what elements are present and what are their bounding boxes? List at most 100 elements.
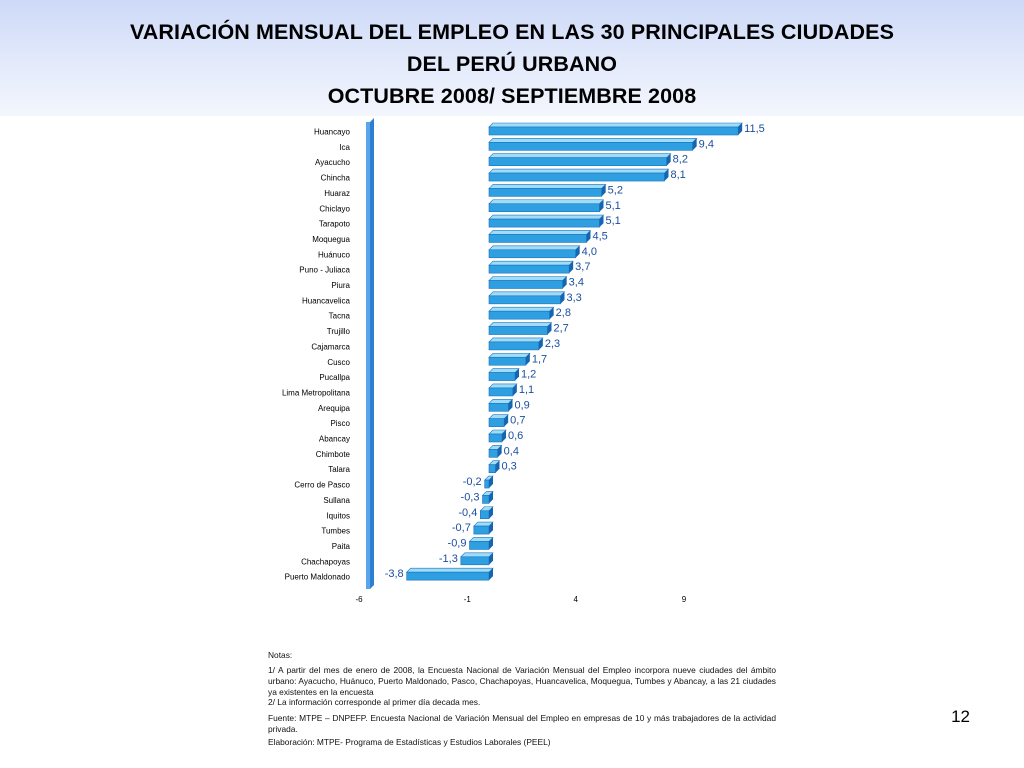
- bar-top: [488, 337, 544, 343]
- category-label: Sullana: [323, 496, 350, 505]
- bar-side: [738, 123, 743, 135]
- category-label: Huancayo: [314, 128, 351, 137]
- bar-side: [599, 215, 604, 228]
- value-label: 1,1: [519, 384, 534, 396]
- category-label: Moquegua: [312, 235, 350, 244]
- bar-side: [569, 261, 574, 274]
- bar-side: [692, 138, 697, 151]
- title-line-2: DEL PERÚ URBANO: [406, 52, 618, 76]
- value-label: 8,1: [671, 169, 686, 181]
- value-label: 5,2: [608, 184, 623, 196]
- bar-side: [515, 368, 519, 381]
- bar-side: [489, 522, 493, 535]
- note-2: 2/ La información corresponde al primer …: [268, 697, 481, 707]
- bar-top: [488, 230, 592, 235]
- bar-side: [512, 383, 517, 396]
- bar-side: [489, 537, 493, 550]
- value-label: -1,3: [439, 553, 458, 565]
- bar-top: [488, 138, 698, 143]
- bar-side: [547, 322, 552, 335]
- bar-top: [488, 245, 581, 251]
- value-label: 0,3: [502, 461, 517, 473]
- bar: [488, 402, 509, 412]
- category-label: Lima Metropolitana: [282, 388, 351, 397]
- bar-top: [488, 153, 672, 158]
- bar-side: [560, 291, 565, 304]
- source-note: Fuente: MTPE – DNPEFP. Encuesta Nacional…: [268, 713, 776, 734]
- bar-top: [460, 552, 494, 558]
- bar: [488, 372, 516, 381]
- value-label: -0,2: [463, 476, 482, 488]
- bar: [488, 418, 505, 427]
- bar-top: [488, 398, 514, 404]
- category-label: Huaraz: [324, 189, 350, 198]
- category-label: Pucallpa: [319, 373, 350, 382]
- bar-top: [488, 352, 531, 358]
- value-label: 2,8: [556, 307, 571, 319]
- bar: [488, 188, 602, 197]
- bar-side: [538, 337, 543, 350]
- bar-side: [508, 399, 513, 412]
- value-label: 9,4: [699, 138, 714, 150]
- bar: [488, 249, 576, 259]
- bar: [488, 433, 503, 443]
- category-label: Chimbote: [316, 450, 351, 459]
- category-label: Puerto Maldonado: [285, 573, 351, 582]
- bar-side: [489, 568, 493, 581]
- category-label: Ica: [339, 143, 350, 152]
- bar-side: [664, 169, 669, 182]
- value-label: 3,7: [575, 261, 590, 273]
- category-label: Ayacucho: [315, 158, 351, 167]
- category-label: Abancay: [319, 435, 350, 444]
- bar-top: [488, 368, 520, 373]
- chart-wall-face: [366, 122, 370, 589]
- bar: [488, 234, 587, 243]
- category-label: Trujillo: [327, 327, 351, 336]
- value-label: 3,3: [567, 292, 582, 304]
- x-tick-label: -1: [464, 595, 472, 604]
- bar-side: [666, 153, 671, 166]
- value-label: 0,9: [515, 399, 530, 411]
- bar-top: [405, 567, 494, 573]
- bar-side: [525, 353, 530, 366]
- title-line-1: VARIACIÓN MENSUAL DEL EMPLEO EN LAS 30 P…: [129, 20, 895, 44]
- bar: [488, 264, 570, 274]
- bar-side: [489, 476, 493, 489]
- value-label: 1,2: [521, 369, 536, 381]
- category-label: Chiclayo: [319, 204, 350, 213]
- category-label: Cusco: [327, 358, 350, 367]
- bar-side: [549, 307, 554, 320]
- bar: [488, 280, 563, 289]
- title-line-3: OCTUBRE 2008/ SEPTIEMBRE 2008: [327, 84, 697, 108]
- value-label: 3,4: [569, 277, 584, 289]
- bar: [469, 541, 490, 550]
- elaboration-note: Elaboración: MTPE- Programa de Estadísti…: [268, 737, 551, 747]
- bar: [488, 341, 540, 351]
- value-label: 5,1: [606, 215, 621, 227]
- bar-top: [488, 383, 518, 389]
- bar: [488, 126, 739, 136]
- value-label: 2,7: [554, 323, 569, 335]
- category-label: Cerro de Pasco: [294, 481, 350, 490]
- bar: [488, 295, 561, 305]
- bar-side: [502, 430, 506, 442]
- value-label: 2,3: [545, 338, 560, 350]
- bar-top: [488, 322, 553, 327]
- category-label: Tumbes: [321, 527, 350, 536]
- value-label: -0,3: [461, 491, 480, 503]
- value-label: 0,7: [510, 415, 525, 427]
- bar-top: [488, 168, 670, 174]
- category-label: Talara: [328, 465, 350, 474]
- bar-top: [488, 184, 607, 189]
- category-label: Arequipa: [318, 404, 351, 413]
- bar: [488, 172, 665, 182]
- bar-top: [488, 260, 574, 266]
- bar-side: [495, 460, 500, 473]
- value-label: 8,2: [673, 154, 688, 166]
- category-label: Tacna: [329, 312, 351, 321]
- bar-side: [562, 276, 567, 289]
- bar: [488, 157, 667, 166]
- value-label: -0,7: [452, 522, 471, 534]
- bar: [488, 356, 527, 366]
- category-label: Pisco: [330, 419, 350, 428]
